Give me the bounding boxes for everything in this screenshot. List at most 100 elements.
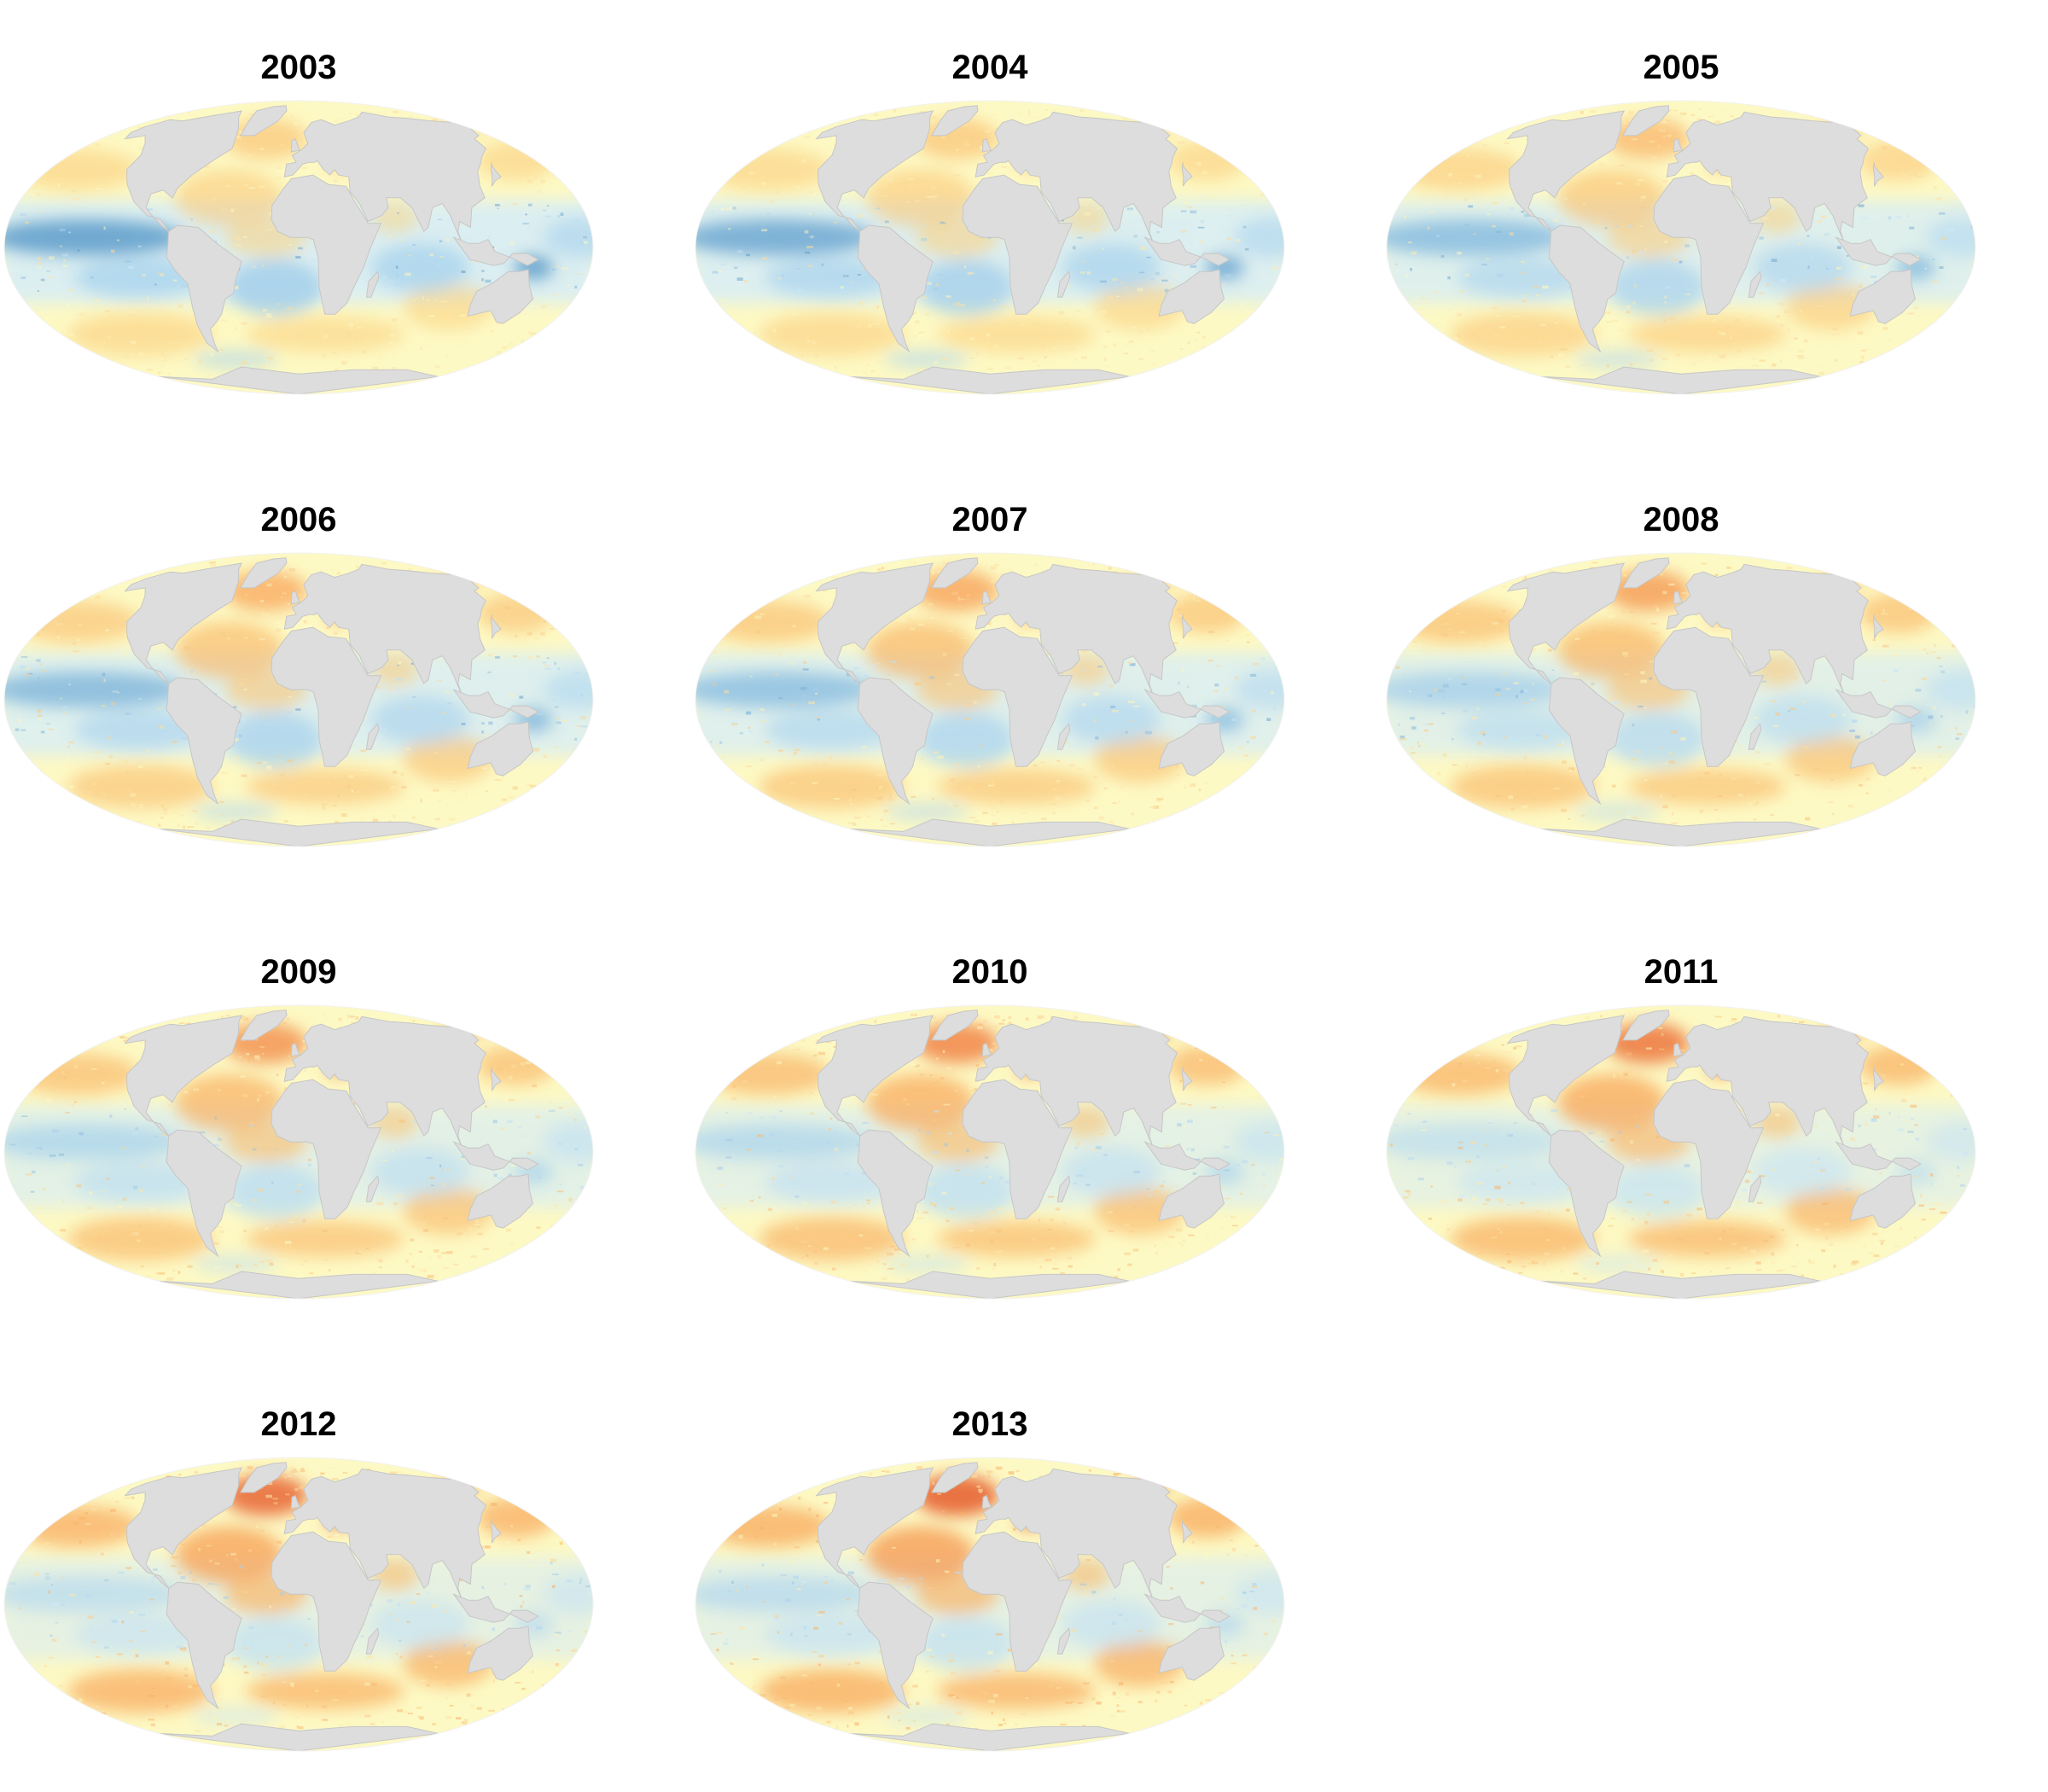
texture-speck bbox=[1686, 1213, 1692, 1217]
texture-speck bbox=[1526, 812, 1533, 816]
texture-speck bbox=[1051, 788, 1055, 790]
texture-speck bbox=[1775, 1114, 1780, 1117]
texture-speck bbox=[918, 367, 925, 371]
texture-speck bbox=[1177, 330, 1183, 332]
texture-speck bbox=[1086, 271, 1091, 275]
texture-speck bbox=[1613, 1074, 1615, 1078]
texture-speck bbox=[1935, 197, 1941, 201]
texture-speck bbox=[963, 124, 968, 126]
land-australia bbox=[1849, 1173, 1917, 1229]
texture-speck bbox=[563, 707, 567, 710]
texture-speck bbox=[240, 129, 244, 131]
texture-speck bbox=[998, 1207, 1004, 1211]
texture-speck bbox=[1411, 726, 1417, 730]
texture-speck bbox=[1480, 627, 1483, 631]
texture-speck bbox=[1180, 1501, 1188, 1503]
texture-speck bbox=[908, 177, 915, 180]
texture-speck bbox=[568, 1197, 573, 1201]
texture-speck bbox=[1130, 326, 1137, 329]
texture-speck bbox=[1251, 1164, 1255, 1166]
texture-speck bbox=[843, 275, 849, 277]
texture-speck bbox=[1062, 1222, 1066, 1225]
texture-speck bbox=[332, 327, 335, 329]
texture-speck bbox=[986, 333, 991, 337]
texture-speck bbox=[1496, 1066, 1500, 1068]
texture-speck bbox=[1604, 311, 1612, 314]
texture-speck bbox=[457, 1232, 463, 1236]
texture-speck bbox=[1039, 1265, 1042, 1269]
texture-speck bbox=[437, 717, 441, 720]
texture-speck bbox=[1540, 323, 1547, 327]
texture-speck bbox=[1468, 205, 1473, 208]
texture-speck bbox=[937, 755, 944, 759]
texture-speck bbox=[500, 1127, 505, 1130]
warm-anomaly-5 bbox=[1450, 765, 1596, 809]
texture-speck bbox=[943, 561, 946, 565]
warm-anomaly-4 bbox=[1167, 1044, 1248, 1085]
texture-speck bbox=[1574, 637, 1580, 640]
texture-speck bbox=[428, 1256, 432, 1260]
texture-speck bbox=[1520, 1201, 1525, 1204]
texture-speck bbox=[804, 230, 809, 234]
texture-speck bbox=[1608, 614, 1615, 618]
texture-speck bbox=[1644, 1193, 1651, 1196]
texture-speck bbox=[947, 630, 953, 632]
texture-speck bbox=[964, 717, 971, 720]
texture-speck bbox=[290, 1163, 293, 1167]
texture-speck bbox=[1644, 779, 1648, 782]
cool-anomaly-12 bbox=[765, 1161, 894, 1202]
texture-speck bbox=[214, 1562, 220, 1565]
texture-speck bbox=[1690, 113, 1696, 117]
texture-speck bbox=[1121, 1023, 1126, 1027]
texture-speck bbox=[1666, 119, 1671, 122]
texture-speck bbox=[1449, 308, 1452, 311]
texture-speck bbox=[76, 1184, 82, 1188]
texture-speck bbox=[276, 617, 282, 620]
texture-speck bbox=[991, 579, 996, 583]
texture-speck bbox=[1441, 633, 1448, 637]
texture-speck bbox=[833, 798, 841, 800]
texture-speck bbox=[1623, 1073, 1628, 1076]
texture-speck bbox=[1202, 1552, 1210, 1556]
texture-speck bbox=[1665, 762, 1667, 765]
texture-speck bbox=[854, 1609, 858, 1612]
texture-speck bbox=[812, 782, 818, 784]
texture-speck bbox=[1040, 761, 1045, 764]
texture-speck bbox=[1446, 1161, 1453, 1165]
texture-speck bbox=[235, 756, 241, 759]
texture-speck bbox=[812, 688, 818, 691]
texture-speck bbox=[1471, 333, 1476, 335]
texture-speck bbox=[485, 790, 488, 793]
texture-speck bbox=[1267, 1589, 1271, 1592]
texture-speck bbox=[1780, 1269, 1785, 1271]
texture-speck bbox=[710, 741, 713, 743]
texture-speck bbox=[580, 693, 584, 697]
texture-speck bbox=[804, 594, 811, 598]
land-africa bbox=[1653, 1079, 1765, 1219]
texture-speck bbox=[1714, 573, 1719, 577]
texture-speck bbox=[933, 1119, 937, 1122]
texture-speck bbox=[1824, 1223, 1830, 1225]
texture-speck bbox=[897, 1712, 901, 1714]
texture-speck bbox=[1262, 1184, 1265, 1188]
texture-speck bbox=[1146, 328, 1149, 331]
texture-speck bbox=[426, 1157, 433, 1160]
texture-speck bbox=[80, 284, 84, 287]
texture-speck bbox=[210, 349, 214, 351]
texture-speck bbox=[933, 1702, 940, 1704]
texture-speck bbox=[388, 341, 394, 344]
texture-speck bbox=[297, 1726, 304, 1730]
texture-speck bbox=[979, 1475, 986, 1478]
texture-speck bbox=[1599, 1140, 1605, 1143]
texture-speck bbox=[920, 296, 928, 299]
texture-speck bbox=[1591, 561, 1598, 564]
texture-speck bbox=[1735, 1201, 1741, 1204]
texture-speck bbox=[1522, 579, 1526, 581]
texture-speck bbox=[936, 570, 941, 573]
texture-speck bbox=[739, 731, 744, 735]
texture-speck bbox=[405, 1260, 409, 1263]
texture-speck bbox=[772, 1248, 777, 1252]
texture-speck bbox=[1205, 1699, 1212, 1702]
texture-speck bbox=[491, 329, 494, 333]
warm-anomaly-4 bbox=[1167, 140, 1248, 181]
